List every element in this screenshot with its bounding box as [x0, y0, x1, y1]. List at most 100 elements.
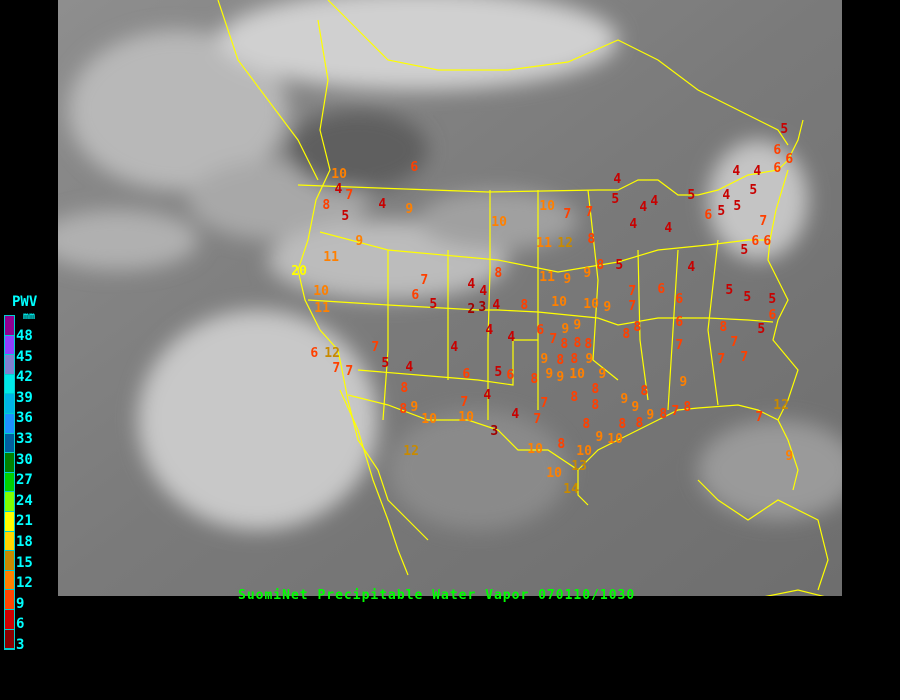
station-pwv-value: 8 [591, 397, 600, 413]
legend-swatch [5, 531, 14, 552]
station-pwv-value: 10 [546, 466, 562, 481]
station-pwv-value: 8 [560, 337, 569, 352]
legend-tick-label: 18 [16, 534, 33, 550]
station-pwv-value: 7 [675, 338, 684, 353]
station-pwv-value: 6 [411, 288, 420, 303]
station-pwv-value: 6 [410, 160, 419, 175]
legend-tick-label: 15 [16, 554, 33, 571]
station-pwv-value: 10 [607, 432, 623, 447]
station-pwv-value: 7 [563, 207, 572, 222]
station-pwv-value: 8 [640, 384, 649, 399]
station-pwv-value: 7 [628, 284, 637, 299]
station-pwv-value: 8 [570, 352, 579, 367]
station-pwv-value: 7 [759, 214, 768, 229]
station-pwv-value: 4 [650, 194, 659, 209]
legend-color-bar [4, 315, 15, 651]
legend-tick-label: 45 [16, 348, 33, 365]
station-pwv-value: 5 [611, 192, 620, 207]
station-pwv-value: 9 [355, 234, 364, 249]
map-caption: SuomiNet Precipitable Water Vapor 070110… [238, 588, 636, 603]
station-pwv-value: 9 [556, 370, 565, 385]
legend-swatch [5, 316, 14, 336]
station-pwv-value: 9 [583, 266, 592, 281]
station-pwv-value: 4 [639, 200, 648, 215]
station-pwv-value: 4 [664, 221, 673, 236]
station-pwv-value: 8 [719, 320, 728, 335]
station-pwv-value: 6 [773, 143, 782, 158]
station-pwv-value: 9 [646, 408, 655, 423]
station-pwv-value: 3 [478, 299, 487, 315]
station-pwv-value: 8 [582, 417, 591, 432]
station-pwv-value: 4 [629, 217, 638, 232]
station-pwv-value: 8 [570, 390, 579, 405]
legend-swatch [5, 394, 14, 414]
legend-swatch [5, 335, 14, 356]
station-pwv-value: 4 [467, 277, 476, 292]
station-pwv-value: 5 [740, 243, 749, 258]
pwv-legend: PWV mm 48 45 42 39 36 33 30 27 24 21 18 15 12 9 6 3 [0, 290, 60, 670]
station-pwv-value: 9 [561, 322, 570, 337]
station-pwv-value: 7 [755, 410, 764, 425]
station-pwv-value: 6 [785, 152, 794, 167]
legend-swatch [5, 511, 14, 532]
legend-swatch [5, 355, 14, 375]
station-pwv-value: 7 [371, 340, 380, 355]
station-pwv-value: 8 [399, 402, 408, 417]
station-pwv-value: 6 [763, 234, 772, 249]
station-pwv-value: 4 [492, 298, 501, 313]
station-pwv-value: 6 [462, 367, 471, 382]
station-pwv-value: 5 [687, 188, 696, 203]
station-pwv-value: 9 [620, 392, 629, 407]
station-pwv-value: 20 [291, 264, 307, 279]
station-pwv-value: 7 [740, 350, 749, 365]
station-pwv-value: 9 [598, 367, 607, 382]
legend-unit: mm [23, 311, 36, 322]
station-pwv-value: 8 [683, 400, 692, 415]
legend-tick-label: 6 [16, 616, 25, 633]
station-pwv-value: 9 [585, 352, 594, 367]
station-pwv-value: 5 [341, 209, 350, 224]
legend-swatch [5, 374, 14, 395]
legend-tick-label: 12 [16, 575, 33, 592]
station-pwv-value: 7 [730, 335, 739, 350]
station-pwv-value: 4 [732, 164, 741, 179]
station-pwv-value: 7 [671, 404, 680, 419]
station-pwv-value: 9 [603, 300, 612, 315]
station-pwv-value: 10 [421, 412, 437, 427]
legend-tick-label: 21 [16, 513, 33, 530]
legend-swatch [5, 590, 14, 610]
station-pwv-value: 13 [571, 459, 587, 474]
station-pwv-value: 4 [687, 260, 696, 275]
station-pwv-value: 7 [345, 364, 354, 379]
legend-tick-label: 30 [16, 451, 33, 468]
station-pwv-value: 9 [785, 449, 794, 464]
station-pwv-value: 8 [530, 372, 539, 387]
legend-tick-label: 33 [16, 431, 33, 447]
station-pwv-value: 8 [596, 258, 605, 273]
station-pwv-value: 6 [536, 323, 545, 338]
station-pwv-value: 10 [458, 410, 474, 425]
station-pwv-value: 8 [622, 327, 631, 342]
station-pwv-value: 5 [615, 258, 624, 273]
station-pwv-value: 10 [539, 199, 555, 214]
station-pwv-value: 12 [403, 444, 419, 459]
station-pwv-value: 9 [573, 318, 582, 333]
station-pwv-value: 9 [631, 400, 640, 415]
legend-tick-label: 42 [16, 369, 33, 386]
station-pwv-value: 8 [520, 298, 529, 313]
political-boundaries [217, 0, 829, 596]
legend-swatch [5, 433, 14, 454]
legend-tick-label: 48 [16, 328, 33, 344]
station-pwv-value: 7 [533, 412, 542, 427]
station-pwv-value: 4 [479, 284, 488, 299]
legend-swatch [5, 492, 14, 512]
legend-tick-label: 3 [16, 637, 25, 653]
station-pwv-value: 9 [540, 352, 549, 367]
station-pwv-value: 8 [556, 352, 565, 368]
station-pwv-value: 7 [420, 273, 429, 288]
station-pwv-value: 4 [405, 360, 414, 375]
station-pwv-value: 8 [587, 232, 596, 247]
legend-tick-label: 39 [16, 389, 33, 406]
station-pwv-value: 5 [733, 199, 742, 214]
